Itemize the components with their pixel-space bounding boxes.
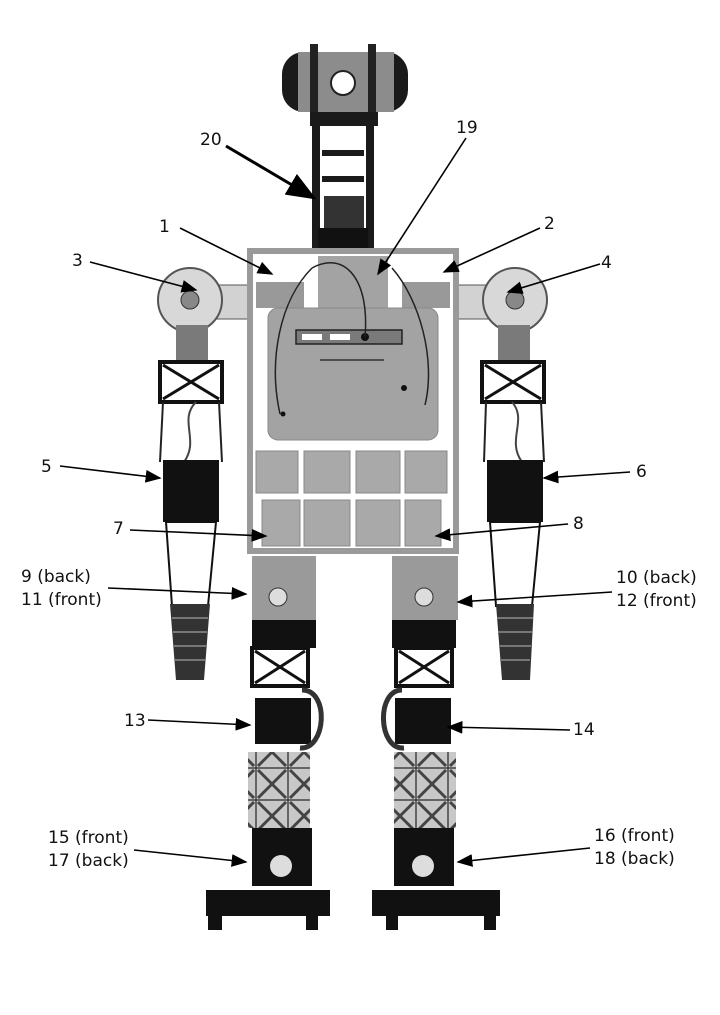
label-6: 6	[636, 462, 647, 482]
label-14: 14	[573, 720, 595, 740]
right-arm	[454, 267, 548, 680]
label-19: 19	[456, 118, 478, 138]
label-17-back: 17 (back)	[48, 851, 129, 871]
label-12-front: 12 (front)	[616, 591, 697, 611]
label-5: 5	[41, 457, 52, 477]
right-leg	[372, 556, 500, 930]
label-18-back: 18 (back)	[594, 849, 675, 869]
label-8: 8	[573, 514, 584, 534]
label-10-back: 10 (back)	[616, 568, 697, 588]
label-13: 13	[124, 711, 146, 731]
head	[282, 44, 408, 114]
label-7: 7	[113, 519, 124, 539]
neck	[310, 112, 378, 252]
label-20: 20	[200, 130, 222, 150]
label-11-front: 11 (front)	[21, 590, 102, 610]
left-arm	[157, 267, 256, 680]
label-1: 1	[159, 217, 170, 237]
left-leg	[206, 556, 330, 930]
label-3: 3	[72, 251, 83, 271]
label-15-front: 15 (front)	[48, 828, 129, 848]
label-16-front: 16 (front)	[594, 826, 675, 846]
label-9-back: 9 (back)	[21, 567, 91, 587]
label-4: 4	[601, 253, 612, 273]
label-2: 2	[544, 214, 555, 234]
torso	[247, 248, 459, 554]
callout-arrows	[59, 137, 631, 867]
